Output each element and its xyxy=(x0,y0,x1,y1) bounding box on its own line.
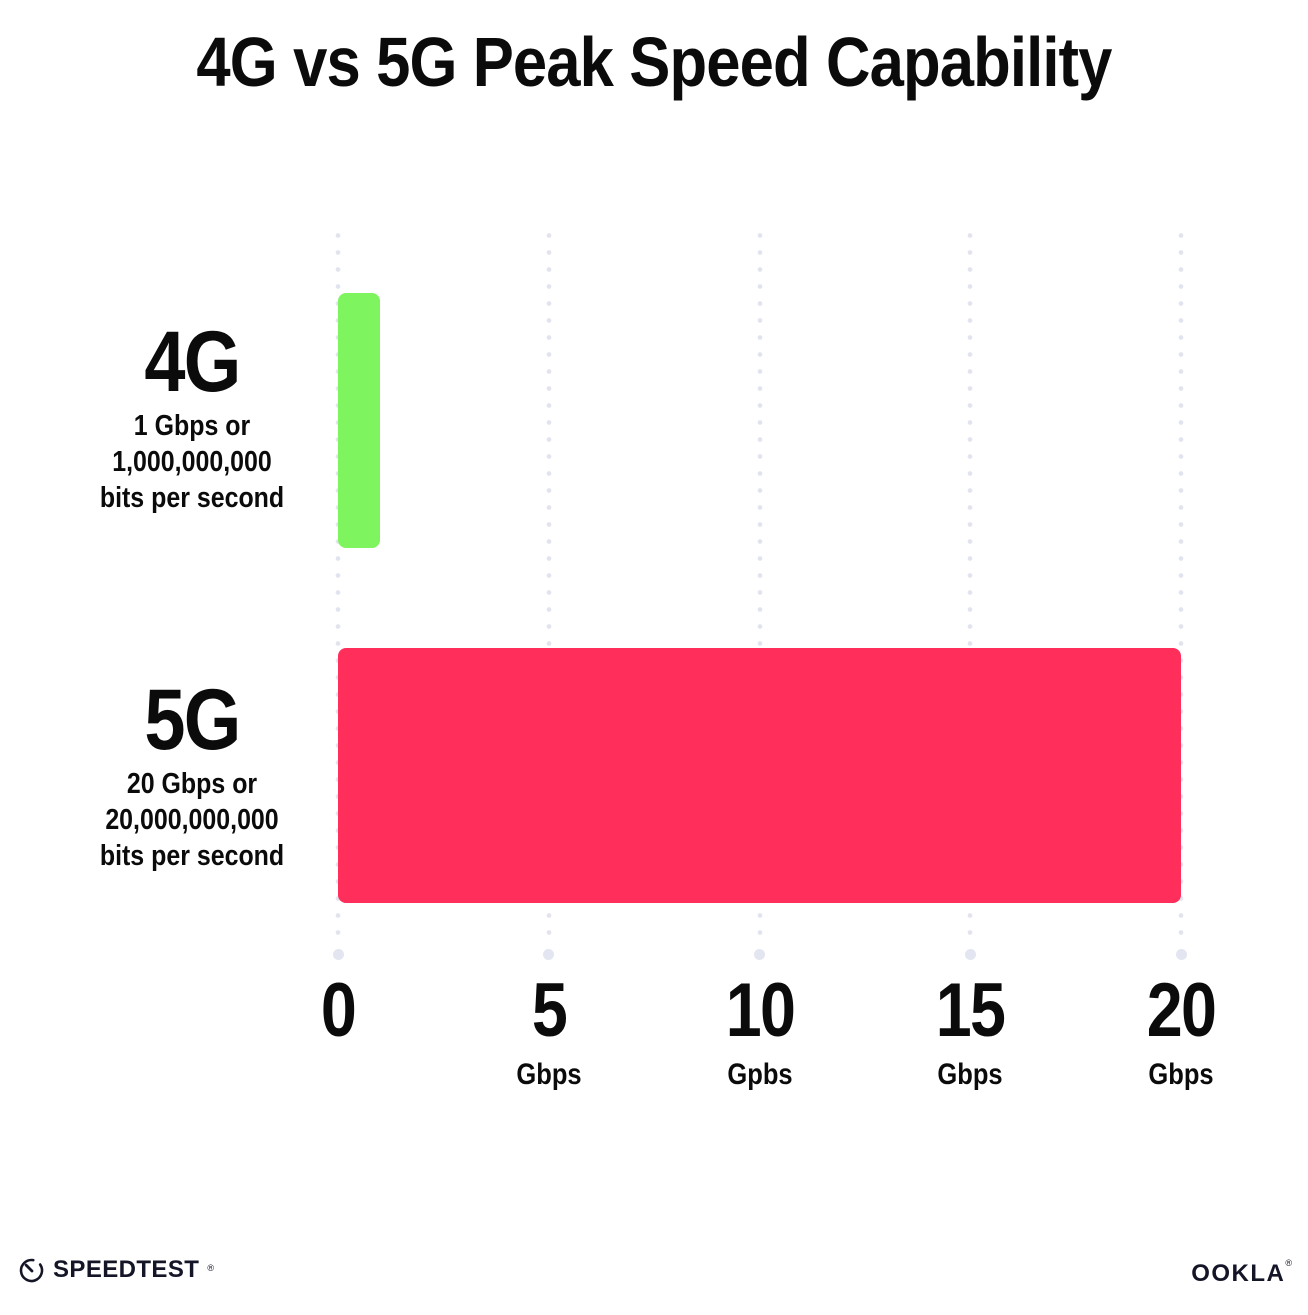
speedtest-wordmark: SPEEDTEST xyxy=(53,1256,200,1283)
gridline-10 xyxy=(757,227,762,947)
x-tick-0: 0 xyxy=(320,968,357,1058)
x-tick-15-unit: Gbps xyxy=(937,1058,1003,1091)
x-tick-5-unit: Gbps xyxy=(516,1058,582,1091)
x-tick-0-number: 0 xyxy=(320,968,357,1053)
x-tick-15-number: 15 xyxy=(936,968,1006,1053)
x-tick-15: 15 Gbps xyxy=(936,968,1006,1092)
x-tick-10-unit: Gpbs xyxy=(726,1058,793,1091)
row-label-5g-name: 5G xyxy=(144,672,241,768)
row-label-5g-sublabels: 20 Gbps or 20,000,000,000 bits per secon… xyxy=(37,766,347,874)
row-label-4g-sublabels: 1 Gbps or 1,000,000,000 bits per second xyxy=(37,408,347,516)
chart-title: 4G vs 5G Peak Speed Capability xyxy=(196,23,1112,101)
gridline-15 xyxy=(967,227,973,947)
x-tick-10-number: 10 xyxy=(725,968,795,1053)
plot-area xyxy=(335,225,1184,947)
row-label-5g-sub1: 20 Gbps or xyxy=(126,768,258,800)
speedtest-logo: SPEEDTEST ® xyxy=(18,1256,214,1284)
x-tick-5-number: 5 xyxy=(531,968,568,1053)
bar-5g xyxy=(338,648,1181,903)
row-label-5g-sub3: bits per second xyxy=(99,840,285,872)
ookla-wordmark: OOKLA xyxy=(1191,1260,1286,1287)
bar-4g xyxy=(338,293,381,548)
x-tick-20: 20 Gbps xyxy=(1146,968,1217,1092)
row-label-4g-sub1: 1 Gbps or xyxy=(133,410,251,442)
ookla-trademark: ® xyxy=(1285,1258,1292,1268)
row-label-4g: 4G 1 Gbps or 1,000,000,000 bits per seco… xyxy=(37,314,347,516)
gridline-20 xyxy=(1178,227,1184,947)
speedtest-gauge-icon xyxy=(19,1258,44,1282)
ookla-logo: OOKLA ® xyxy=(1191,1258,1292,1288)
x-tick-5: 5 Gbps xyxy=(516,972,581,1092)
gridline-5 xyxy=(546,227,552,947)
x-tick-20-unit: Gbps xyxy=(1148,1058,1214,1091)
row-label-4g-name: 4G xyxy=(144,314,241,410)
row-label-4g-sub2: 1,000,000,000 xyxy=(112,446,272,478)
row-label-5g-sub2: 20,000,000,000 xyxy=(105,804,279,836)
row-label-4g-sub3: bits per second xyxy=(99,482,285,514)
gridline-0 xyxy=(335,227,341,947)
x-tick-20-number: 20 xyxy=(1146,968,1217,1053)
row-label-5g: 5G 20 Gbps or 20,000,000,000 bits per se… xyxy=(37,672,347,874)
x-axis: 0 5 Gbps 10 Gpbs 15 Gbps 20 Gbps xyxy=(321,968,1217,1112)
x-tick-10: 10 Gpbs xyxy=(725,968,795,1092)
speedtest-trademark: ® xyxy=(207,1263,214,1273)
